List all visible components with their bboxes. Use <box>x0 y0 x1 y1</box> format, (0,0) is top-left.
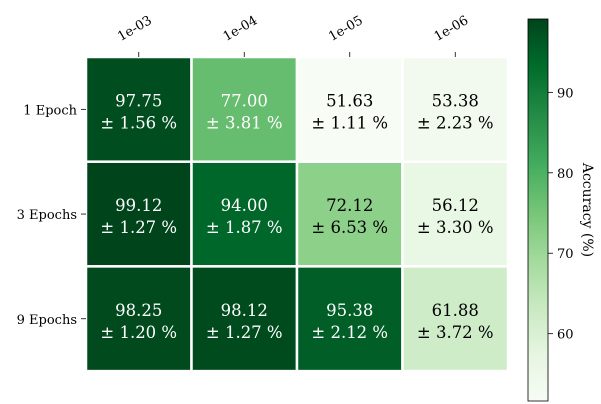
colorbar-gradient <box>527 18 549 402</box>
cell-value-label: 77.00 <box>221 91 268 110</box>
cell-value-label: 97.75 <box>115 91 162 110</box>
heatmap-cell <box>401 265 510 373</box>
heatmap-cell <box>190 55 299 163</box>
heatmap-cell <box>190 265 299 373</box>
x-tick-label: 1e-06 <box>432 13 471 44</box>
heatmap-cell <box>401 55 510 163</box>
colorbar: 60 70 80 90 <box>527 18 574 402</box>
cell-value-label: 72.12 <box>326 196 373 215</box>
x-tick-label: 1e-05 <box>326 13 365 44</box>
cell-error-label: ± 3.30 % <box>417 218 494 237</box>
heatmap-cell <box>190 160 299 268</box>
cell-value-label: 61.88 <box>432 301 479 320</box>
cell-error-label: ± 2.23 % <box>417 113 494 132</box>
cell-error-label: ± 3.81 % <box>206 113 283 132</box>
cell-error-label: ± 1.27 % <box>206 323 283 342</box>
cell-error-label: ± 1.87 % <box>206 218 283 237</box>
cell-error-label: ± 1.11 % <box>311 113 388 132</box>
cell-value-label: 53.38 <box>432 91 479 110</box>
x-tick-label: 1e-03 <box>115 13 154 44</box>
cell-error-label: ± 1.20 % <box>100 323 177 342</box>
cell-value-label: 94.00 <box>221 196 268 215</box>
cell-value-label: 95.38 <box>326 301 373 320</box>
colorbar-tick-label: 60 <box>557 328 574 343</box>
cell-value-label: 51.63 <box>326 91 373 110</box>
x-axis-ticks: 1e-03 1e-04 1e-05 1e-06 <box>115 13 471 57</box>
cell-error-label: ± 3.72 % <box>417 323 494 342</box>
cell-value-label: 99.12 <box>115 196 162 215</box>
cell-error-label: ± 1.27 % <box>100 218 177 237</box>
colorbar-tick-label: 80 <box>557 167 574 182</box>
cell-error-label: ± 2.12 % <box>311 323 388 342</box>
cell-error-label: ± 1.56 % <box>100 113 177 132</box>
y-tick-label: 9 Epochs <box>17 313 77 328</box>
colorbar-tick-label: 70 <box>557 247 574 262</box>
heatmap-cell <box>401 160 510 268</box>
cell-value-label: 98.12 <box>221 301 268 320</box>
y-axis-ticks: 1 Epoch 3 Epochs 9 Epochs <box>17 103 86 328</box>
y-tick-label: 3 Epochs <box>17 208 77 223</box>
cell-value-label: 98.25 <box>115 301 162 320</box>
cell-error-label: ± 6.53 % <box>311 218 388 237</box>
colorbar-tick-label: 90 <box>557 86 574 101</box>
heatmap-cells: 97.75 ± 1.56 % 77.00 ± 3.81 % 51.63 ± 1.11 % 5… <box>84 55 510 373</box>
x-tick-label: 1e-04 <box>221 13 260 44</box>
cell-value-label: 56.12 <box>432 196 479 215</box>
y-tick-label: 1 Epoch <box>23 103 77 118</box>
colorbar-label: Accuracy (%) <box>579 162 595 257</box>
